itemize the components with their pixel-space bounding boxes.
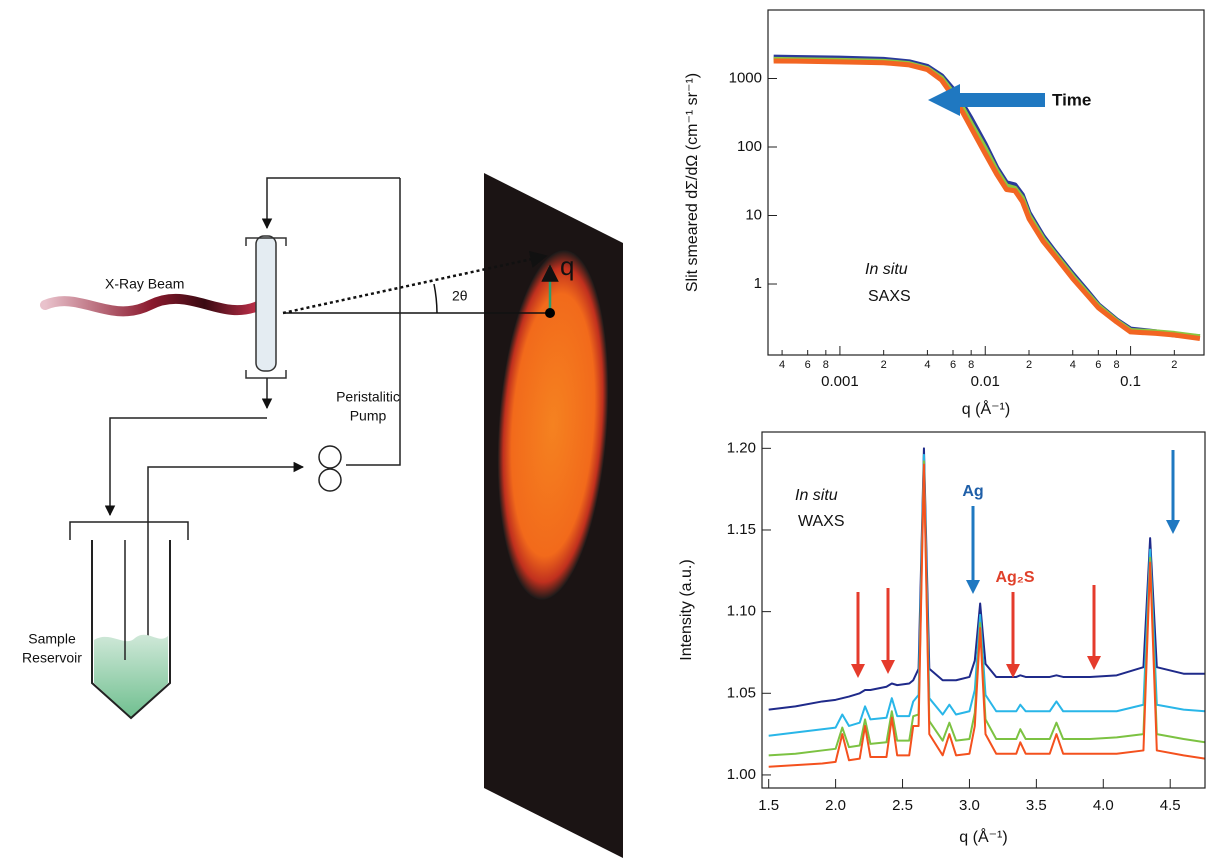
series-line <box>768 463 1205 768</box>
x-tick-label: 4.0 <box>1093 797 1114 814</box>
x-tick-label: 4 <box>779 359 785 371</box>
reservoir-cap <box>69 521 189 540</box>
y-tick-label: 1.05 <box>727 684 756 701</box>
y-tick-label: 100 <box>737 138 762 155</box>
x-tick-label: 6 <box>805 359 811 371</box>
y-tick-label: 1.00 <box>727 766 756 783</box>
x-tick-label: 2 <box>1026 359 1032 371</box>
pump-label: Peristalitic <box>336 389 400 405</box>
setup-diagram: X-Ray Beam 2θ q Peristalitic Pump Sample… <box>22 173 623 858</box>
plot-frame <box>767 9 1205 356</box>
x-tick-label: 8 <box>1113 359 1119 371</box>
beam-label: X-Ray Beam <box>105 276 184 292</box>
scattered-beam <box>282 250 548 315</box>
annotation: WAXS <box>798 513 845 530</box>
x-axis-label: q (Å⁻¹) <box>959 827 1007 846</box>
x-tick-label: 4 <box>924 359 930 371</box>
y-tick-label: 1000 <box>729 69 762 86</box>
flow-in <box>261 177 400 230</box>
x-tick-label: 6 <box>950 359 956 371</box>
x-ray-beam <box>40 293 263 317</box>
x-tick-label: 2.0 <box>825 797 846 814</box>
y-tick-label: 1.15 <box>727 521 756 538</box>
x-tick-label: 3.5 <box>1026 797 1047 814</box>
saxs-annotations: Time In situ SAXS <box>865 84 1091 305</box>
annotation: In situ <box>865 261 908 278</box>
arrow-head <box>1087 656 1101 670</box>
annotation: In situ <box>795 487 838 504</box>
plot-area <box>768 447 1205 768</box>
arrow-head <box>851 664 865 678</box>
pump-roller <box>318 445 342 469</box>
annotation: Ag₂S <box>995 569 1034 586</box>
y-tick-label: 1.10 <box>727 603 756 620</box>
q-label: q <box>560 251 574 281</box>
pump-label: Pump <box>350 408 387 424</box>
plot-frame <box>761 431 1206 789</box>
arrow-head <box>881 660 895 674</box>
arrow-head <box>1166 520 1180 534</box>
x-tick-label: 6 <box>1095 359 1101 371</box>
annotation: Ag <box>962 483 983 500</box>
scattering-pattern <box>497 250 609 600</box>
to-pump <box>147 461 305 640</box>
y-axis-label: Intensity (a.u.) <box>678 559 695 660</box>
x-tick-label: 1.5 <box>758 797 779 814</box>
time-arrow <box>928 84 1045 116</box>
x-tick-label: 8 <box>968 359 974 371</box>
x-tick-label: 0.01 <box>971 373 1000 390</box>
series-line <box>773 58 1201 342</box>
x-axis-label: q (Å⁻¹) <box>962 399 1010 418</box>
x-tick-label: 0.1 <box>1120 373 1141 390</box>
peak-arrows <box>851 450 1180 678</box>
x-tick-label: 2 <box>881 359 887 371</box>
angle-label: 2θ <box>452 288 468 304</box>
series-line <box>768 447 1205 711</box>
plot-area <box>773 54 1201 342</box>
arrow-head <box>1006 664 1020 678</box>
x-tick-label: 8 <box>823 359 829 371</box>
arrow-head <box>966 580 980 594</box>
reservoir <box>91 540 171 720</box>
series-line <box>768 453 1205 737</box>
waxs-annotations: In situ WAXS Ag Ag₂S <box>795 450 1180 678</box>
x-tick-label: 0.001 <box>821 373 859 390</box>
capillary-holder <box>245 237 287 379</box>
beam-center <box>545 308 555 318</box>
y-axis-label: Slit smeared dΣ/dΩ (cm⁻¹ sr⁻¹) <box>684 73 701 292</box>
pump-roller <box>318 468 342 492</box>
annotation: SAXS <box>868 288 911 305</box>
return-line <box>346 178 401 466</box>
x-tick-label: 4.5 <box>1160 797 1181 814</box>
annotation: Time <box>1052 90 1091 109</box>
y-tick-label: 1.20 <box>727 439 756 456</box>
y-tick-label: 10 <box>745 206 762 223</box>
x-tick-label: 3.0 <box>959 797 980 814</box>
sample-liquid <box>94 634 168 718</box>
x-tick-label: 2.5 <box>892 797 913 814</box>
x-tick-label: 2 <box>1171 359 1177 371</box>
reservoir-label: Sample <box>28 631 76 647</box>
y-tick-label: 1 <box>754 275 762 292</box>
angle-arc <box>433 283 438 314</box>
x-tick-label: 4 <box>1070 359 1076 371</box>
series-line <box>768 460 1205 757</box>
capillary <box>255 235 277 372</box>
reservoir-label: Reservoir <box>22 650 82 666</box>
to-reservoir <box>104 417 267 517</box>
